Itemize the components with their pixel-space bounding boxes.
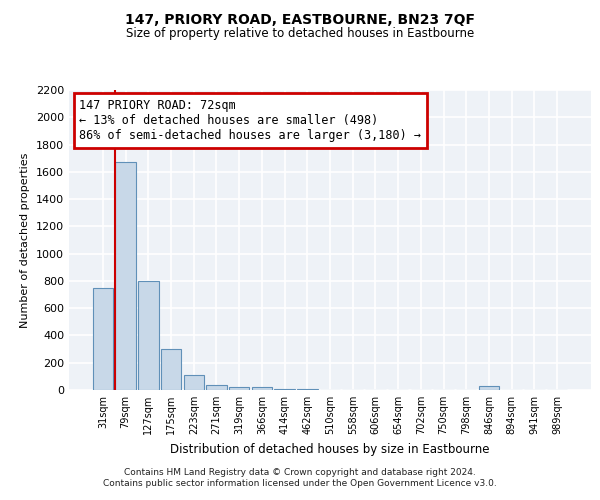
Bar (297, 389, 317, 390)
Bar (251, 388, 272, 390)
Bar (161, 349, 181, 390)
Bar (206, 384, 227, 390)
Bar (479, 386, 499, 390)
Text: 147, PRIORY ROAD, EASTBOURNE, BN23 7QF: 147, PRIORY ROAD, EASTBOURNE, BN23 7QF (125, 12, 475, 26)
Bar (93, 288, 113, 390)
Bar (138, 281, 158, 390)
Text: 147 PRIORY ROAD: 72sqm
← 13% of detached houses are smaller (498)
86% of semi-de: 147 PRIORY ROAD: 72sqm ← 13% of detached… (79, 99, 421, 142)
Y-axis label: Number of detached properties: Number of detached properties (20, 152, 31, 328)
Bar (115, 162, 136, 390)
X-axis label: Distribution of detached houses by size in Eastbourne: Distribution of detached houses by size … (170, 442, 490, 456)
Bar (229, 386, 250, 390)
Bar (184, 375, 204, 390)
Text: Size of property relative to detached houses in Eastbourne: Size of property relative to detached ho… (126, 28, 474, 40)
Bar (274, 388, 295, 390)
Text: Contains HM Land Registry data © Crown copyright and database right 2024.
Contai: Contains HM Land Registry data © Crown c… (103, 468, 497, 487)
